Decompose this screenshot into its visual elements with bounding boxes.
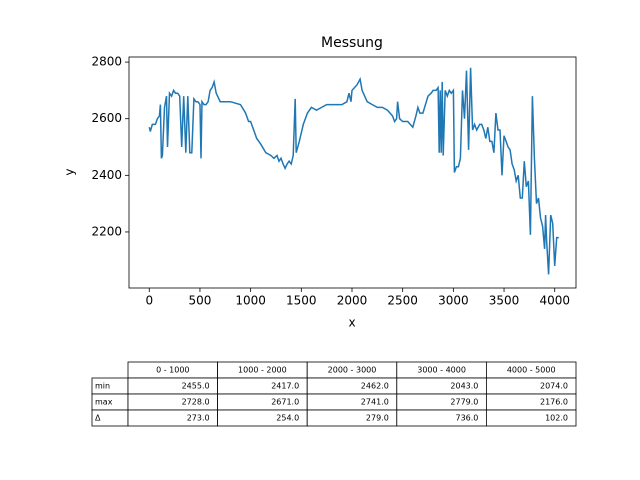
table-value: 2671.0 (271, 398, 299, 407)
table-value: 2741.0 (361, 398, 389, 407)
chart-title: Messung (321, 35, 383, 51)
x-tick-label: 500 (188, 294, 211, 308)
row-label: max (95, 398, 113, 407)
table-value: 279.0 (366, 414, 389, 423)
table-value: 254.0 (276, 414, 299, 423)
y-tick-label: 2600 (91, 111, 122, 125)
table-value: 273.0 (187, 414, 210, 423)
table: 0 - 1000 1000 - 2000 2000 - 3000 3000 - 400… (91, 361, 577, 427)
y-tick-label: 2400 (91, 168, 122, 182)
x-tick-label: 2500 (387, 294, 418, 308)
table-value: 2176.0 (540, 398, 568, 407)
table-value: 736.0 (455, 414, 478, 423)
table-value: 2417.0 (271, 382, 299, 391)
row-label: Δ (95, 414, 101, 423)
column-header: 0 - 1000 (156, 366, 189, 375)
table-value: 2462.0 (361, 382, 389, 391)
x-tick-label: 3000 (438, 294, 469, 308)
x-tick-label: 0 (145, 294, 153, 308)
table-cell (485, 409, 577, 427)
column-header: 2000 - 3000 (328, 366, 377, 375)
x-tick-label: 1500 (286, 294, 317, 308)
table-value: 2455.0 (182, 382, 210, 391)
table-value: 2779.0 (450, 398, 478, 407)
y-tick-label: 2200 (91, 224, 122, 238)
plot-frame (128, 56, 577, 289)
table-value: 102.0 (545, 414, 568, 423)
y-tick-label: 2800 (91, 55, 122, 69)
x-tick-label: 3500 (489, 294, 520, 308)
x-axis-label: x (348, 316, 355, 330)
x-tick-label: 4000 (539, 294, 570, 308)
column-header: 4000 - 5000 (507, 366, 556, 375)
x-tick-label: 2000 (337, 294, 368, 308)
table-value: 2043.0 (450, 382, 478, 391)
column-header: 1000 - 2000 (238, 366, 287, 375)
table-value: 2728.0 (182, 398, 210, 407)
y-axis-label: y (63, 168, 77, 175)
x-tick-label: 1000 (235, 294, 266, 308)
table-value: 2074.0 (540, 382, 568, 391)
row-label: min (95, 382, 110, 391)
column-header: 3000 - 4000 (417, 366, 466, 375)
data-line (148, 67, 559, 275)
